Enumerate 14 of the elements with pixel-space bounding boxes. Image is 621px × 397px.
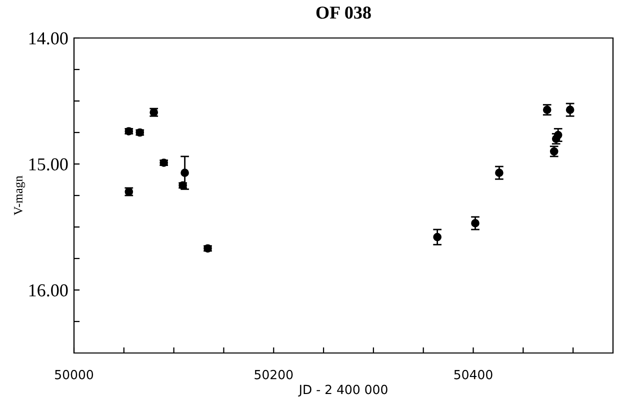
y-tick-label: 15.00 [29,158,68,171]
point [471,219,480,228]
x-tick-label: 50200 [254,370,293,380]
chart-title: OF 038 [316,6,371,19]
y-tick-label: 16.00 [29,284,68,297]
y-axis-title: V-magn [14,176,26,216]
point [566,106,574,114]
point [495,168,504,177]
y-tick-label: 14.00 [29,32,68,45]
x-tick-label: 50000 [55,370,94,380]
x-tick-label: 50400 [454,370,492,380]
point [433,232,442,242]
x-axis-title: JD - 2 400 000 [298,384,388,397]
point [180,168,189,177]
